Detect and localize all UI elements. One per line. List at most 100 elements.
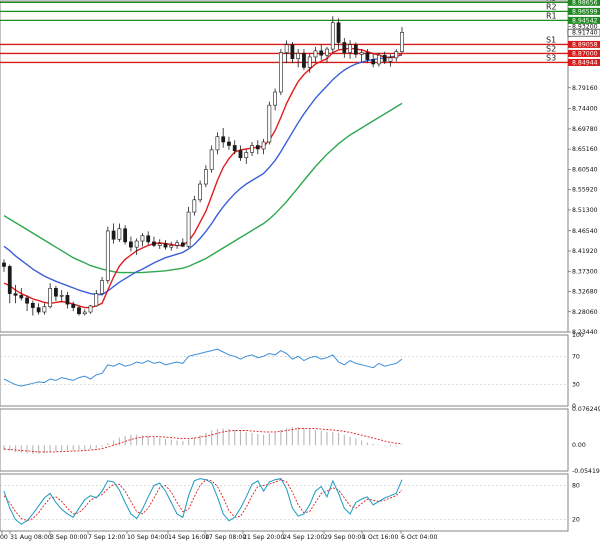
- candle-bearish: [342, 42, 347, 53]
- rsi-tick-label: 100: [572, 332, 584, 339]
- candle-bullish: [244, 152, 249, 159]
- candle-bullish: [94, 293, 99, 307]
- time-tick-label: 29 Sep 00:00: [324, 534, 365, 541]
- price-tick-label: 8.32680: [572, 289, 598, 296]
- candle-bullish: [59, 295, 64, 297]
- candle-bullish: [307, 56, 312, 68]
- candle-bullish: [157, 243, 162, 246]
- rsi-tick-label: 0: [572, 403, 576, 410]
- candle-bearish: [77, 307, 81, 315]
- candle-bullish: [48, 288, 53, 308]
- macd-tick-label: 0.00: [572, 442, 586, 449]
- price-tick-label: 8.60540: [572, 166, 598, 173]
- stochastic-k-line: [3, 478, 403, 525]
- pivot-level-name-s2: S2: [546, 44, 556, 53]
- moving-average-blue: [3, 54, 403, 296]
- time-tick-label: 3 Sep 00:00: [50, 534, 87, 541]
- candle-bullish: [313, 50, 318, 58]
- pivot-level-value-r3: 8.98656: [572, 0, 598, 6]
- time-tick-label: 10 Sep 04:00: [127, 534, 168, 541]
- stochastic-tick-label: 80: [572, 482, 580, 489]
- candle-bullish: [215, 136, 220, 151]
- pivot-level-tag-s2: [568, 49, 600, 57]
- candle-bearish: [65, 295, 70, 305]
- current-price-value: 8.91740: [572, 30, 598, 37]
- price-tick-label: 8.23440: [572, 329, 598, 336]
- candle-bearish: [146, 235, 151, 243]
- price-tick-label: 8.93200: [572, 23, 598, 30]
- time-tick-label: 17 Sep 08:00: [205, 534, 246, 541]
- candle-bearish: [71, 303, 76, 308]
- candle-bearish: [163, 243, 168, 248]
- pivot-level-value-s2: 8.87000: [572, 50, 598, 57]
- time-tick-label: 6 Oct 04:00: [401, 534, 437, 541]
- candle-bearish: [129, 241, 133, 248]
- macd-signal-line: [3, 428, 403, 453]
- time-tick-label: 7 Sep 12:00: [88, 534, 125, 541]
- current-price-tag: [567, 28, 600, 37]
- pivot-level-name-r3: R3: [546, 0, 557, 2]
- candle-bullish: [192, 199, 197, 213]
- macd-tick-label: -0.054197: [572, 468, 600, 475]
- rsi-line: [3, 348, 403, 387]
- candle-bullish: [88, 305, 93, 313]
- stochastic-tick-label: 20: [572, 517, 580, 524]
- candle-bullish: [267, 104, 272, 143]
- time-tick-label: 24 Sep 12:00: [283, 534, 324, 541]
- candle-bullish: [273, 91, 277, 106]
- candle-bullish: [100, 280, 104, 294]
- candle-bullish: [186, 211, 191, 247]
- rsi-tick-label: 70: [572, 353, 580, 360]
- candle-bearish: [302, 53, 306, 68]
- candle-bearish: [19, 295, 24, 299]
- pivot-level-tag-s3: [568, 58, 600, 66]
- candle-bullish: [261, 141, 266, 150]
- price-tick-label: 8.79160: [572, 85, 598, 92]
- pivot-level-tag-r3: [568, 0, 600, 6]
- main-pane-frame: [0, 0, 569, 333]
- pivot-level-tag-r2: [568, 7, 600, 15]
- candle-bullish: [169, 245, 174, 248]
- pivot-level-name-r2: R2: [546, 2, 557, 11]
- candle-bearish: [238, 150, 243, 159]
- moving-average-red: [3, 47, 403, 309]
- candle-bearish: [30, 302, 35, 308]
- candle-bullish: [105, 230, 110, 281]
- price-tick-label: 8.37300: [572, 268, 598, 275]
- stochastic-d-line: [3, 479, 403, 522]
- candle-bullish: [359, 52, 364, 55]
- stochastic-pane: 80 20: [0, 473, 580, 532]
- candle-bearish: [7, 266, 12, 294]
- rsi-tick-label: 30: [572, 382, 580, 389]
- macd-tick-label: 0.076249: [572, 406, 600, 413]
- candle-bearish: [290, 44, 295, 60]
- candle-bearish: [25, 297, 29, 304]
- candle-bearish: [180, 242, 185, 247]
- candle-bearish: [111, 230, 116, 240]
- candle-bullish: [140, 235, 145, 242]
- candle-bearish: [353, 44, 358, 55]
- candle-bullish: [203, 169, 208, 185]
- candle-bullish: [377, 54, 381, 65]
- candle-bearish: [232, 145, 237, 152]
- rsi-pane: 100 70 30 0: [0, 332, 584, 410]
- candle-bearish: [221, 136, 226, 143]
- candle-bearish: [227, 141, 231, 146]
- time-tick-label: 21 Sep 20:00: [243, 534, 284, 541]
- pivot-level-value-s3: 8.84944: [572, 59, 598, 66]
- price-tick-label: 8.65160: [572, 146, 598, 153]
- time-axis: 00 31 Aug 08:003 Sep 00:00 7 Sep 12:00 10 S…: [0, 531, 437, 541]
- stochastic-pane-frame: [0, 473, 569, 532]
- candle-bullish: [117, 228, 122, 240]
- candle-bullish: [296, 53, 301, 60]
- candle-bullish: [175, 242, 179, 246]
- candle-bearish: [54, 288, 58, 297]
- rsi-pane-frame: [0, 334, 569, 407]
- candle-bearish: [2, 262, 6, 267]
- time-tick-label: 00: [0, 534, 8, 541]
- price-tick-label: 8.41920: [572, 248, 598, 255]
- candle-bearish: [336, 22, 341, 43]
- candle-bearish: [123, 228, 128, 243]
